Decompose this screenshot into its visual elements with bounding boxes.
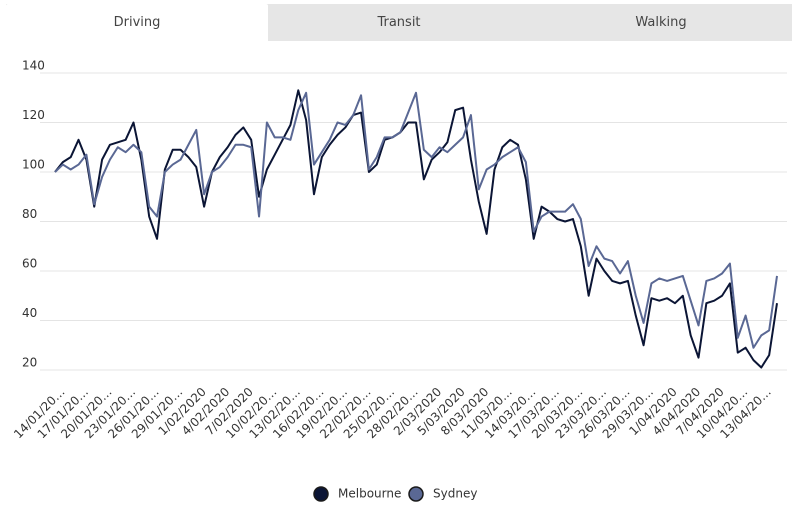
x-tick-label: 23/01/20… [82,385,139,442]
x-tick-label: 14/01/20… [11,385,68,442]
x-tick-label: 29/03/20… [600,385,657,442]
x-tick-label: 17/01/20… [35,385,92,442]
x-tick-label: 10/02/20… [223,385,280,442]
legend-label: Sydney [433,487,477,501]
x-tick-label: 26/03/20… [576,385,633,442]
x-tick-label: 22/02/20… [317,385,374,442]
x-tick-label: 4/02/2020 [179,385,232,438]
y-tick-label: 60 [22,257,37,271]
x-tick-label: 4/04/2020 [650,385,703,438]
y-tick-label: 100 [22,158,45,172]
y-tick-label: 120 [22,108,45,122]
legend-marker [313,486,329,502]
y-tick-label: 20 [22,356,37,370]
x-tick-label: 25/02/20… [341,385,398,442]
x-tick-label: 14/03/20… [482,385,539,442]
x-tick-label: 29/01/20… [129,385,186,442]
x-tick-label: 23/03/20… [553,385,610,442]
y-tick-label: 140 [22,59,45,73]
x-tick-label: 7/04/2020 [673,385,726,438]
x-tick-label: 19/02/20… [294,385,351,442]
tab[interactable]: Walking [635,15,687,30]
x-tick-label: 11/03/20… [458,385,515,442]
x-tick-label: 13/02/20… [247,385,304,442]
legend-marker [408,486,424,502]
x-tick-label: 20/01/20… [58,385,115,442]
series-line [54,91,778,349]
tab[interactable]: Driving [6,4,268,41]
x-tick-label: 10/04/20… [694,385,751,442]
x-tick-label: 8/03/2020 [438,385,491,438]
x-tick-label: 1/02/2020 [155,385,208,438]
x-tick-label: 13/04/20… [717,385,774,442]
x-tick-label: 16/02/20… [270,385,327,442]
y-tick-label: 80 [22,207,37,221]
series-line [54,89,778,369]
y-tick-label: 40 [22,306,37,320]
x-tick-label: 20/03/20… [529,385,586,442]
x-tick-label: 5/03/2020 [414,385,467,438]
tab-bar: Driving Transit Walking [6,4,792,41]
x-tick-label: 17/03/20… [506,385,563,442]
x-tick-label: 26/01/20… [105,385,162,442]
x-tick-label: 28/02/20… [364,385,421,442]
legend-label: Melbourne [338,487,401,501]
tab[interactable]: Transit [377,15,421,30]
x-tick-label: 1/04/2020 [626,385,679,438]
x-tick-label: 2/03/2020 [391,385,444,438]
x-tick-label: 7/02/2020 [203,385,256,438]
